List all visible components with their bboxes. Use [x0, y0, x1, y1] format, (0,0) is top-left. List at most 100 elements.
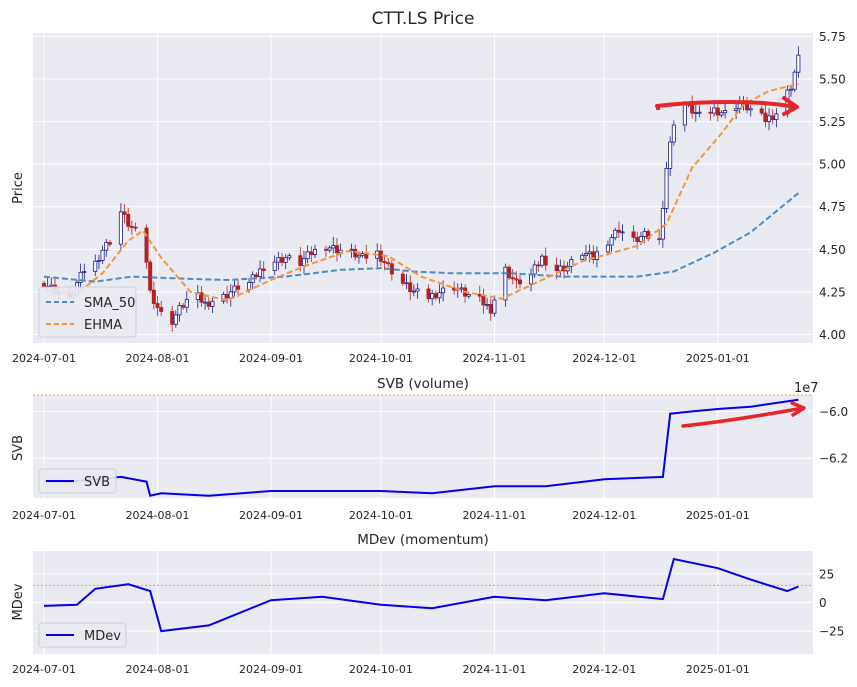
candle-body: [389, 263, 394, 275]
candle-body: [258, 268, 263, 277]
x-tick-label: 2024-07-01: [12, 663, 76, 676]
x-tick-label: 2025-01-01: [686, 509, 750, 522]
y-tick-label: 5.00: [819, 158, 846, 172]
candle-body: [708, 111, 713, 114]
candle-body: [583, 253, 588, 256]
y-tick-label: 5.50: [819, 72, 846, 86]
mdev-y-label: MDev: [11, 583, 26, 620]
x-tick-label: 2024-12-01: [572, 663, 636, 676]
candle-body: [459, 287, 464, 290]
price-y-ticks: 4.00 4.25 4.50 4.75 5.00 5.25 5.50 5.75: [819, 30, 846, 342]
mdev-y-ticks: 25 0 −25: [819, 567, 844, 638]
candle-body: [386, 262, 391, 265]
price-plot-area: [33, 33, 813, 343]
candle-body: [664, 168, 669, 209]
candle-body: [144, 227, 149, 263]
svb-legend: SVB: [38, 468, 117, 494]
candle-body: [151, 289, 156, 304]
y-tick-label: 0: [819, 596, 827, 610]
svb-panel: −6.0−6.2 2024-07-01 2024-08-01 2024-09-01 2…: [11, 376, 848, 522]
price-y-label: Price: [11, 172, 26, 204]
candle-body: [129, 225, 134, 228]
y-tick-label: 5.25: [819, 115, 846, 129]
candle-body: [276, 257, 281, 263]
x-tick-label: 2024-10-01: [349, 663, 413, 676]
candle-body: [441, 287, 446, 294]
candle-body: [261, 268, 266, 272]
candle-body: [104, 242, 109, 251]
candle-body: [148, 261, 153, 291]
candle-body: [327, 247, 332, 251]
x-tick-label: 2025-01-01: [686, 663, 750, 676]
candle-body: [254, 274, 259, 277]
mdev-marks: [33, 557, 813, 633]
candle-body: [507, 266, 512, 279]
candle-body: [93, 260, 98, 272]
y-tick-label: −25: [819, 625, 844, 639]
mdev-panel: 250−25 2024-07-01 2024-08-01 2024-09-01 202…: [11, 532, 844, 676]
price-grid: [33, 33, 813, 343]
price-title: CTT.LS Price: [372, 9, 475, 29]
candle-body: [594, 251, 599, 260]
x-tick-label: 2024-08-01: [126, 663, 190, 676]
y-tick-label: 4.75: [819, 200, 846, 214]
annotation-arrow-stroke: [655, 100, 797, 109]
candle-body: [225, 294, 230, 299]
candle-body: [723, 110, 728, 114]
candle-body: [774, 113, 779, 120]
candle-body: [181, 305, 186, 308]
candle-body: [613, 229, 618, 239]
candle-body: [660, 208, 665, 240]
svb-annotation-arrow-stroke: [681, 406, 805, 428]
candle-body: [485, 303, 490, 306]
candle-body: [518, 279, 523, 285]
svb-annotation: [681, 401, 806, 428]
x-tick-label: 2024-09-01: [239, 352, 303, 365]
candle-body: [82, 271, 87, 273]
candle-body: [759, 108, 764, 114]
x-tick-label: 2025-01-01: [686, 352, 750, 365]
svb-y-label: SVB: [11, 435, 26, 461]
y-tick-label: 4.00: [819, 328, 846, 342]
candle-body: [668, 141, 673, 169]
candle-body: [96, 259, 101, 262]
candle-body: [349, 248, 354, 251]
candle-body: [360, 253, 365, 256]
candle-body: [122, 211, 127, 215]
candle-body: [221, 294, 226, 302]
candle-body: [697, 111, 702, 114]
candle-body: [638, 236, 643, 243]
candle-body: [587, 251, 592, 254]
candle-body: [712, 107, 717, 114]
mdev-x-ticks: 2024-07-01 2024-08-01 2024-09-01 2024-10-01…: [12, 663, 750, 676]
candle-body: [631, 231, 636, 238]
candle-body: [100, 249, 105, 261]
candle-body: [536, 264, 541, 267]
candle-body: [400, 273, 405, 284]
candle-body: [78, 271, 83, 283]
svb-annotation-arrow-head: [790, 401, 806, 417]
x-tick-label: 2024-12-01: [572, 352, 636, 365]
candle-body: [690, 103, 695, 114]
candle-body: [748, 108, 753, 111]
x-tick-label: 2024-11-01: [462, 663, 526, 676]
candle-body: [657, 238, 662, 241]
candle-body: [298, 255, 303, 266]
y-tick-label: −6.2: [819, 452, 848, 466]
candle-body: [283, 257, 288, 263]
candle-body: [426, 288, 431, 300]
candle-body: [503, 266, 508, 301]
candle-body: [408, 282, 413, 293]
y-tick-label: 4.50: [819, 243, 846, 257]
mdev-legend: MDev: [38, 622, 127, 648]
candle-body: [682, 104, 687, 126]
candle-body: [430, 293, 435, 300]
candle-body: [173, 314, 178, 325]
x-tick-label: 2024-09-01: [239, 509, 303, 522]
candle-body: [323, 248, 328, 251]
legend-ehma-label: EHMA: [84, 318, 122, 333]
candle-body: [763, 112, 768, 122]
candle-body: [353, 248, 358, 258]
legend-sma-label: SMA_50: [84, 296, 135, 311]
